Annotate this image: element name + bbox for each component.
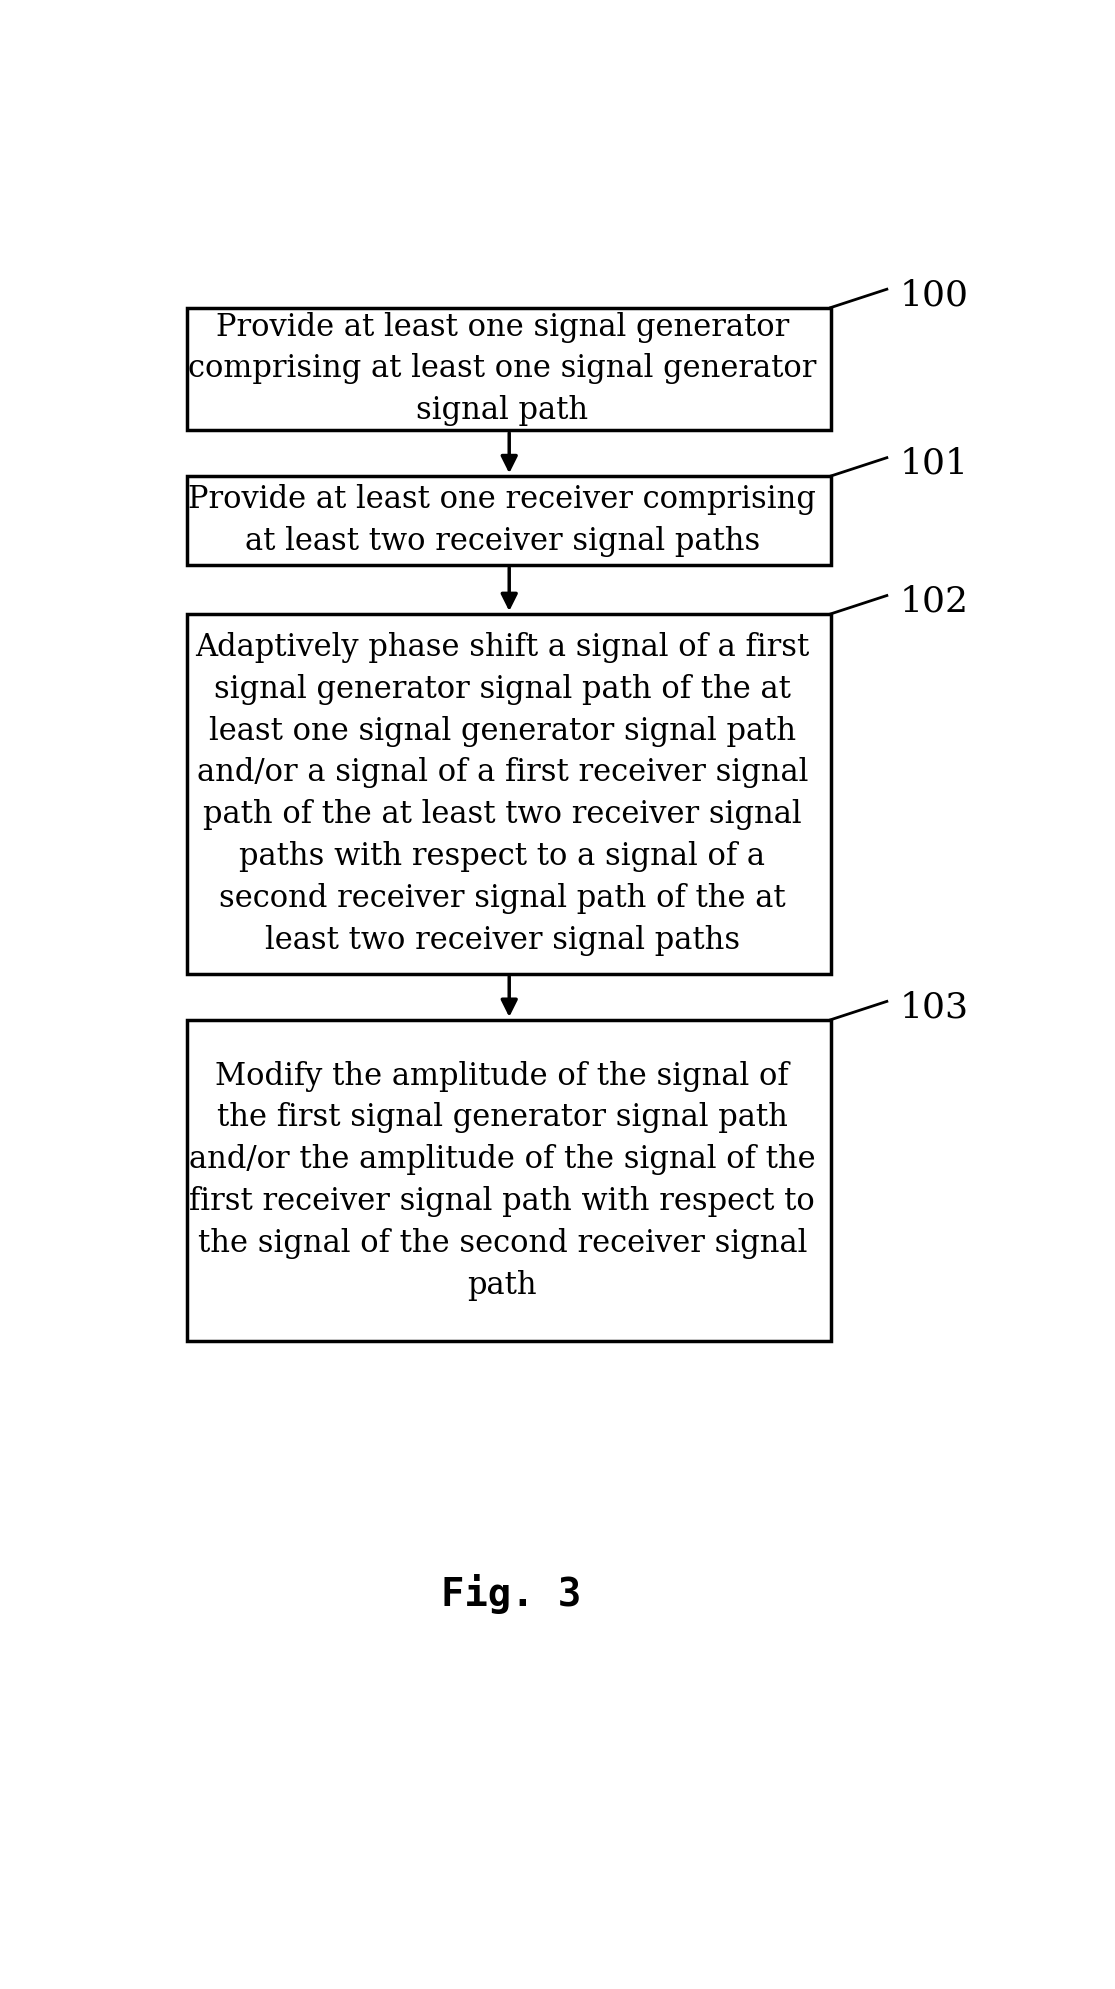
Text: 102: 102 <box>900 585 969 619</box>
Text: Adaptively phase shift a signal of a first
signal generator signal path of the a: Adaptively phase shift a signal of a fir… <box>195 633 809 955</box>
Bar <box>187 1020 831 1341</box>
Text: Fig. 3: Fig. 3 <box>440 1573 581 1615</box>
Text: Modify the amplitude of the signal of
the first signal generator signal path
and: Modify the amplitude of the signal of th… <box>190 1060 815 1301</box>
Text: 103: 103 <box>900 991 969 1024</box>
Text: Provide at least one receiver comprising
at least two receiver signal paths: Provide at least one receiver comprising… <box>188 483 816 557</box>
Bar <box>187 475 831 565</box>
Text: Provide at least one signal generator
comprising at least one signal generator
s: Provide at least one signal generator co… <box>188 312 816 426</box>
Bar <box>187 615 831 975</box>
Bar <box>187 308 831 430</box>
Text: 101: 101 <box>900 448 969 481</box>
Text: 100: 100 <box>900 278 969 312</box>
